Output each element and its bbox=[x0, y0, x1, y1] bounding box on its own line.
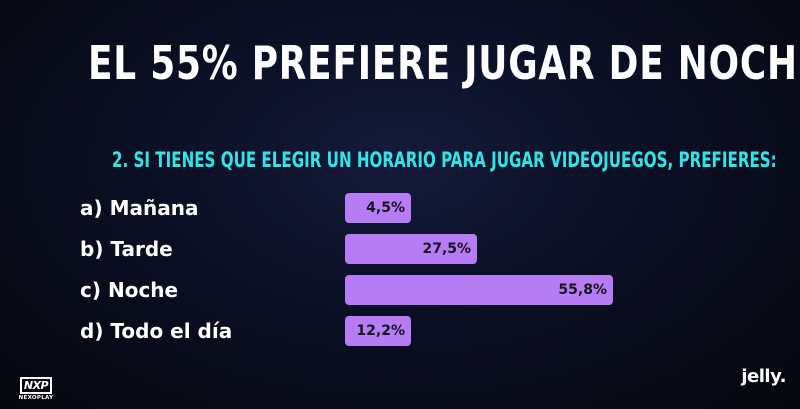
bar: 4,5% bbox=[345, 193, 411, 223]
bar: 12,2% bbox=[345, 316, 411, 346]
nexoplay-logo: NXP NEXOPLAY bbox=[18, 376, 54, 401]
nexoplay-logo-text: NEXOPLAY bbox=[18, 395, 54, 401]
chart-row: d) Todo el día 12,2% bbox=[0, 316, 800, 346]
nexoplay-logo-mark: NXP bbox=[19, 377, 53, 394]
bar-value-label: 27,5% bbox=[422, 241, 472, 257]
bar-value-label: 55,8% bbox=[558, 282, 607, 298]
chart-row: b) Tarde 27,5% bbox=[0, 234, 800, 264]
chart-row: c) Noche 55,8% bbox=[0, 275, 800, 305]
chart-title: EL 55% PREFIERE JUGAR DE NOCHE bbox=[88, 36, 800, 90]
chart-row: a) Mañana 4,5% bbox=[0, 193, 800, 223]
bar: 55,8% bbox=[345, 275, 613, 305]
category-label: a) Mañana bbox=[80, 196, 199, 220]
category-label: d) Todo el día bbox=[80, 319, 233, 343]
question-subtitle: 2. SI TIENES QUE ELEGIR UN HORARIO PARA … bbox=[112, 148, 777, 172]
jelly-logo: jelly. bbox=[741, 366, 786, 387]
bar-value-label: 12,2% bbox=[356, 323, 405, 339]
bar: 27,5% bbox=[345, 234, 478, 264]
category-label: c) Noche bbox=[80, 278, 179, 302]
category-label: b) Tarde bbox=[80, 237, 173, 261]
bar-value-label: 4,5% bbox=[366, 200, 405, 216]
